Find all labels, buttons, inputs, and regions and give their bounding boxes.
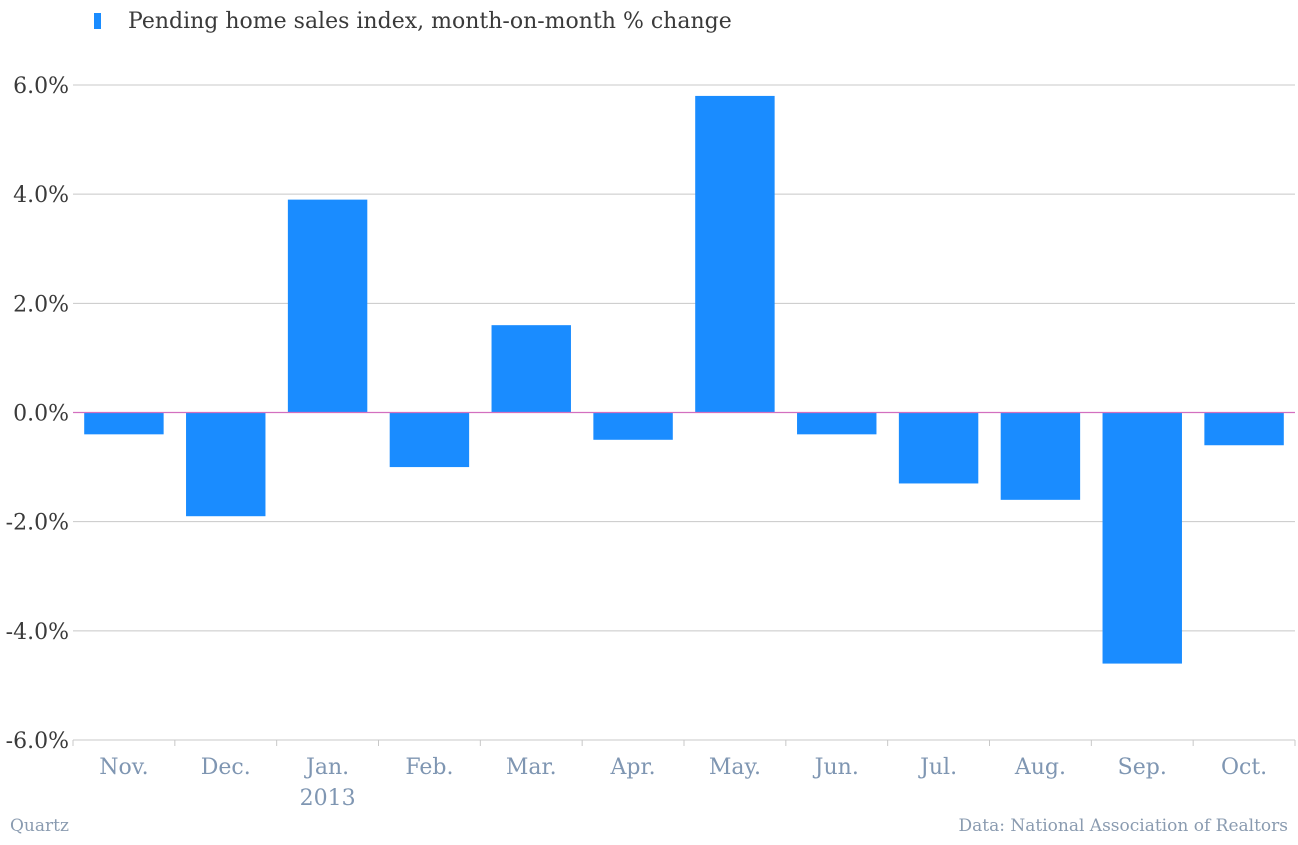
data-credit: Data: National Association of Realtors xyxy=(958,816,1289,836)
bar xyxy=(593,412,673,440)
x-tick-label: Sep. xyxy=(1118,755,1167,780)
x-tick-label: Dec. xyxy=(201,755,251,780)
x-tick-label: Jun. xyxy=(813,755,859,780)
x-tick-label: Jan. xyxy=(304,755,349,780)
x-tick-label: Oct. xyxy=(1221,755,1267,780)
x-tick-label: Jul. xyxy=(918,755,957,780)
x-tick-sublabel: 2013 xyxy=(300,786,356,811)
bar xyxy=(389,412,470,468)
x-tick-label: Feb. xyxy=(405,755,453,780)
legend-label: Pending home sales index, month-on-month… xyxy=(128,8,732,34)
y-tick-label: 0.0% xyxy=(13,402,69,427)
bar xyxy=(84,412,164,435)
y-tick-label: -6.0% xyxy=(6,729,69,754)
bar xyxy=(1204,412,1284,446)
x-tick-label: Mar. xyxy=(506,755,557,780)
y-tick-label: -2.0% xyxy=(6,511,69,536)
y-tick-label: 4.0% xyxy=(13,183,69,208)
bar xyxy=(287,199,368,413)
y-tick-label: 2.0% xyxy=(13,292,69,317)
bar xyxy=(491,325,571,413)
bar xyxy=(898,412,979,484)
x-tick-label: Nov. xyxy=(99,755,148,780)
x-tick-label: Apr. xyxy=(610,755,656,780)
legend-swatch xyxy=(94,13,101,29)
source-brand: Quartz xyxy=(10,816,69,836)
y-tick-label: -4.0% xyxy=(6,620,69,645)
x-tick-label: May. xyxy=(709,755,761,780)
bar xyxy=(1000,412,1081,500)
bar xyxy=(186,412,266,517)
bar xyxy=(695,95,775,413)
y-tick-label: 6.0% xyxy=(13,74,69,99)
bar xyxy=(797,412,877,435)
x-tick-label: Aug. xyxy=(1014,755,1066,780)
bar xyxy=(1102,412,1182,664)
legend: Pending home sales index, month-on-month… xyxy=(94,6,732,36)
